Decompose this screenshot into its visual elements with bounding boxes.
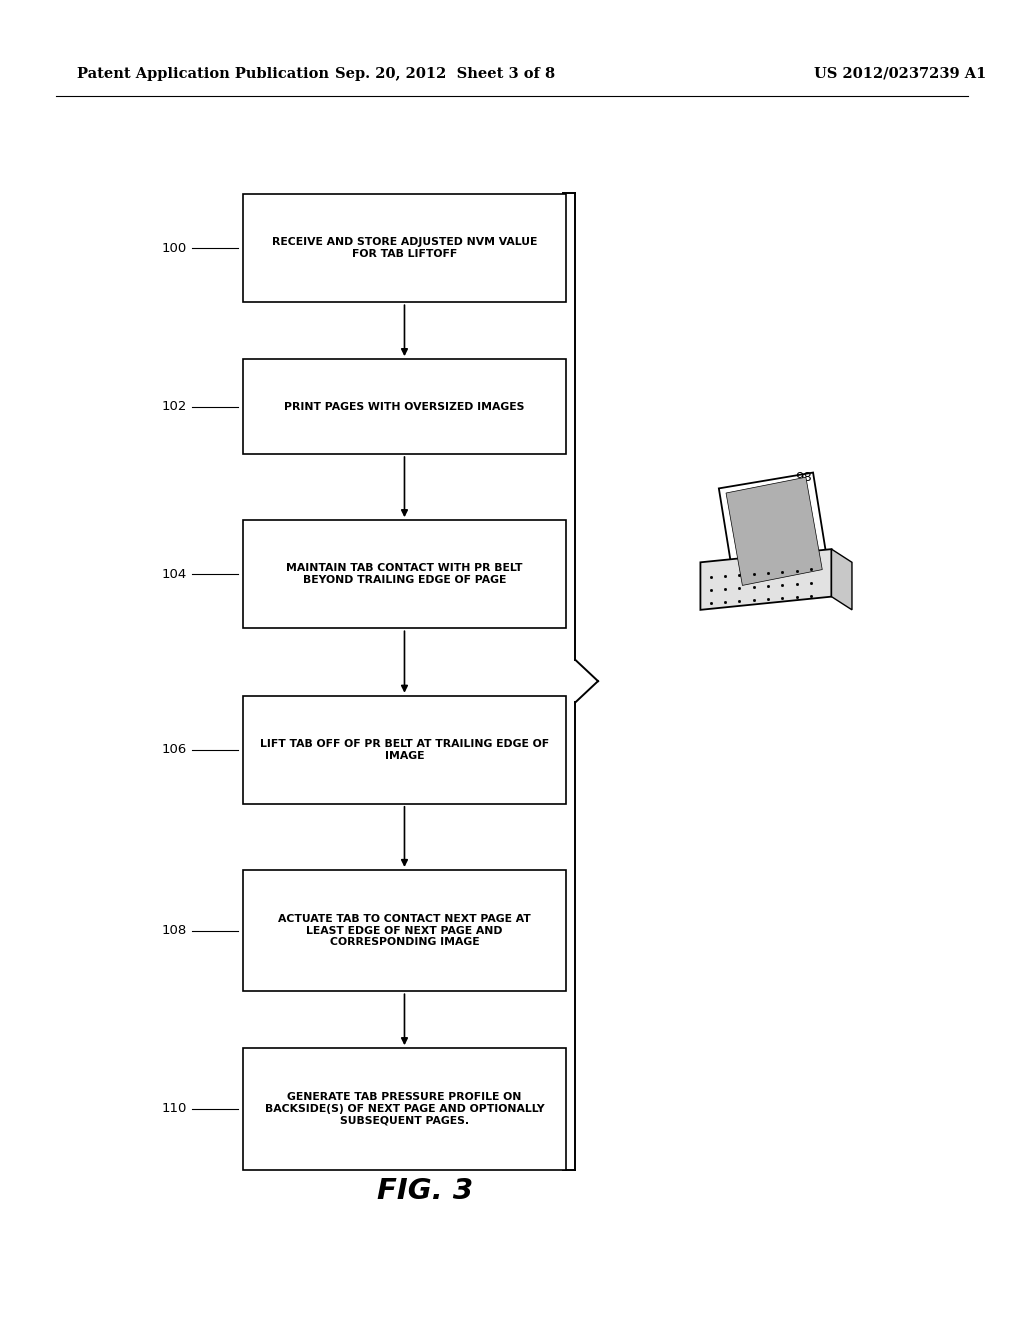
Text: FIG. 3: FIG. 3 (377, 1176, 473, 1205)
Polygon shape (700, 549, 831, 610)
Text: GENERATE TAB PRESSURE PROFILE ON
BACKSIDE(S) OF NEXT PAGE AND OPTIONALLY
SUBSEQU: GENERATE TAB PRESSURE PROFILE ON BACKSID… (264, 1092, 545, 1126)
Text: MAINTAIN TAB CONTACT WITH PR BELT
BEYOND TRAILING EDGE OF PAGE: MAINTAIN TAB CONTACT WITH PR BELT BEYOND… (287, 564, 522, 585)
Bar (244, 1048, 565, 1170)
Polygon shape (831, 549, 852, 610)
Text: Sep. 20, 2012  Sheet 3 of 8: Sep. 20, 2012 Sheet 3 of 8 (336, 67, 555, 81)
Text: US 2012/0237239 A1: US 2012/0237239 A1 (814, 67, 986, 81)
Text: 106: 106 (162, 743, 187, 756)
Bar (244, 359, 565, 454)
Text: 110: 110 (162, 1102, 187, 1115)
Text: RECEIVE AND STORE ADJUSTED NVM VALUE
FOR TAB LIFTOFF: RECEIVE AND STORE ADJUSTED NVM VALUE FOR… (271, 238, 538, 259)
Text: 108: 108 (162, 924, 187, 937)
Bar (244, 696, 565, 804)
Text: 104: 104 (162, 568, 187, 581)
Text: LIFT TAB OFF OF PR BELT AT TRAILING EDGE OF
IMAGE: LIFT TAB OFF OF PR BELT AT TRAILING EDGE… (260, 739, 549, 760)
Bar (244, 194, 565, 302)
Text: ACTUATE TAB TO CONTACT NEXT PAGE AT
LEAST EDGE OF NEXT PAGE AND
CORRESPONDING IM: ACTUATE TAB TO CONTACT NEXT PAGE AT LEAS… (279, 913, 530, 948)
Text: 98: 98 (796, 471, 812, 484)
Polygon shape (726, 477, 822, 586)
Text: 102: 102 (162, 400, 187, 413)
Text: 100: 100 (162, 242, 187, 255)
Text: Patent Application Publication: Patent Application Publication (77, 67, 329, 81)
Text: PRINT PAGES WITH OVERSIZED IMAGES: PRINT PAGES WITH OVERSIZED IMAGES (285, 401, 524, 412)
Bar (244, 520, 565, 628)
Bar (244, 870, 565, 991)
